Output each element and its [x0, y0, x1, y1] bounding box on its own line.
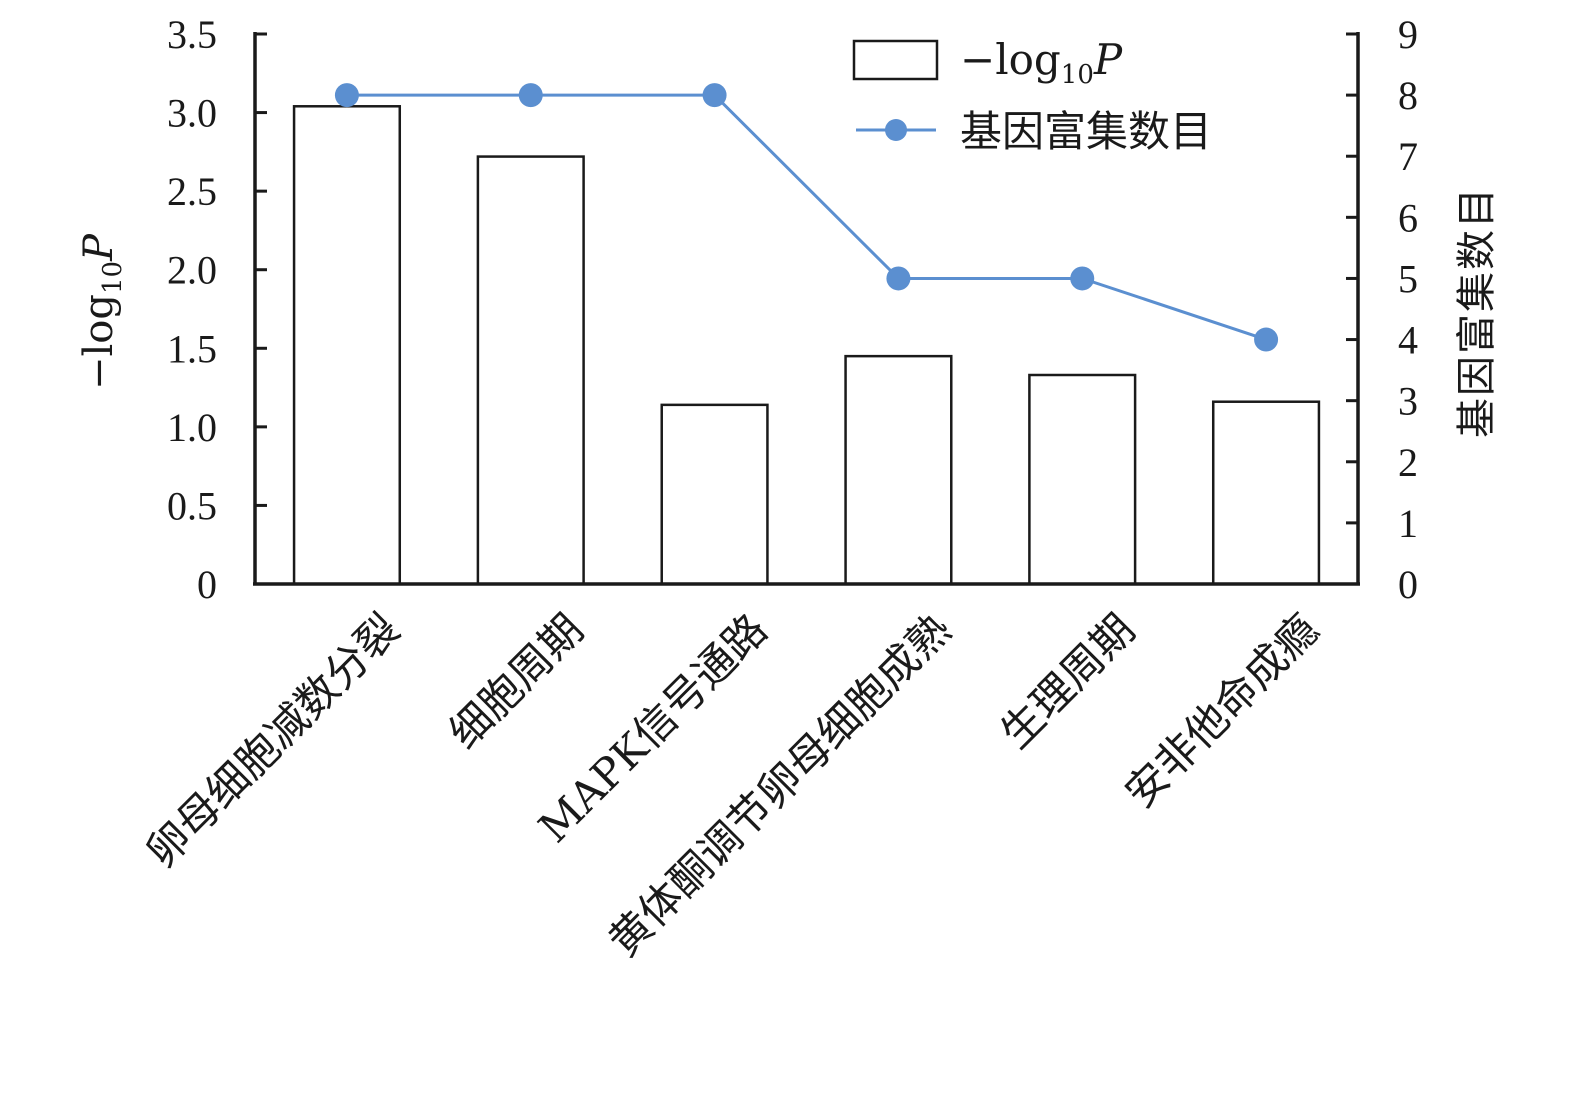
y-tick-label-left-6: 3.0 — [167, 91, 217, 136]
line-layer — [334, 83, 1279, 352]
bar-1 — [476, 155, 585, 586]
legend-bar-label-sub: 10 — [1061, 60, 1094, 90]
y-tick-label-left-2: 1.0 — [167, 405, 217, 450]
legend-line-marker — [885, 119, 907, 141]
x-tick-label-3: 黄体酮调节卵母细胞成熟 — [599, 604, 960, 965]
y-tick-label-left-1: 0.5 — [167, 483, 217, 528]
y-axis-left-title-main: −log — [76, 294, 122, 390]
y-tick-label-left-4: 2.0 — [167, 248, 217, 293]
legend-bar-label: −log10P — [960, 35, 1123, 90]
bar-0 — [292, 105, 402, 586]
line-point-4 — [1070, 266, 1095, 291]
bar-5 — [1211, 400, 1321, 586]
bar-4 — [1028, 373, 1137, 586]
x-tick-label-4: 生理周期 — [991, 604, 1144, 757]
y-axis-left-title-italic: P — [76, 233, 122, 262]
line-series-path — [346, 93, 1267, 341]
x-tick-label-5: 安非他命成瘾 — [1115, 604, 1328, 817]
y-tick-label-right-8: 8 — [1398, 73, 1418, 118]
y-tick-label-right-3: 3 — [1398, 379, 1418, 424]
line-point-0 — [334, 83, 359, 108]
bar-2 — [660, 403, 769, 586]
y-tick-label-left-7: 3.5 — [167, 12, 217, 57]
bars-layer — [292, 105, 1321, 586]
y-axis-left-title-sub: 10 — [98, 261, 128, 294]
axes-layer — [253, 32, 1360, 586]
y-tick-label-left-5: 2.5 — [167, 169, 217, 214]
line-point-1 — [518, 83, 543, 108]
y-tick-label-right-2: 2 — [1398, 440, 1418, 485]
legend-bar-label-italic: P — [1093, 35, 1123, 84]
bar-3 — [844, 354, 953, 586]
legend-bar-swatch — [852, 39, 939, 81]
legend-bar-label-main: −log — [960, 35, 1061, 84]
y-tick-label-right-7: 7 — [1398, 134, 1418, 179]
line-point-5 — [1254, 327, 1279, 352]
y-tick-label-right-0: 0 — [1398, 562, 1418, 607]
x-tick-label-1: 细胞周期 — [439, 604, 592, 757]
legend: −log10P 基因富集数目 — [852, 35, 1212, 156]
y-tick-label-right-5: 5 — [1398, 256, 1418, 301]
line-point-2 — [702, 83, 727, 108]
y-tick-label-right-4: 4 — [1398, 318, 1418, 363]
y-tick-label-right-1: 1 — [1398, 501, 1418, 546]
y-tick-label-right-6: 6 — [1398, 195, 1418, 240]
y-axis-left-title: −log10P — [76, 233, 128, 390]
y-axis-right-title: 基因富集数目 — [1454, 186, 1500, 438]
y-tick-label-right-9: 9 — [1398, 12, 1418, 57]
y-tick-label-left-3: 1.5 — [167, 326, 217, 371]
legend-line-label: 基因富集数目 — [960, 107, 1212, 156]
line-point-3 — [886, 266, 911, 291]
x-tick-label-0: 卵母细胞减数分裂 — [137, 604, 409, 876]
y-tick-label-left-0: 0 — [197, 562, 217, 607]
